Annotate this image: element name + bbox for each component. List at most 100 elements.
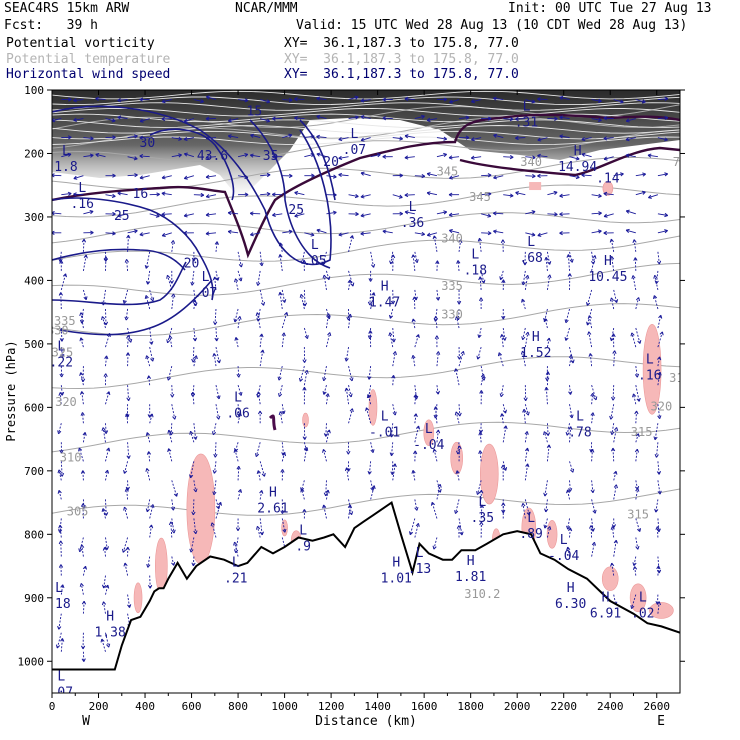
wind-vector [146, 499, 151, 512]
wind-vector-head [259, 333, 264, 338]
wind-vector-head [257, 410, 263, 415]
wind-vector [610, 327, 615, 341]
wind-vector-head [415, 425, 421, 430]
wind-vector [525, 175, 536, 177]
wind-vector [525, 99, 536, 103]
wind-vector [455, 368, 460, 386]
pv-blob [601, 566, 619, 592]
wind-vector [348, 96, 359, 100]
wind-vector-head [657, 490, 662, 495]
wind-vector [256, 526, 261, 538]
wind-vector [631, 332, 637, 348]
wind-vector-head [156, 192, 160, 197]
wind-vector [105, 194, 116, 197]
wind-vector [304, 153, 315, 158]
wind-vector-head [478, 276, 483, 281]
wind-vector [657, 356, 661, 367]
wind-vector-head [249, 153, 254, 158]
wind-vector-head [635, 297, 641, 301]
wind-vector [479, 276, 482, 290]
wind-vector-head [90, 230, 94, 235]
wind-vector-head [634, 448, 640, 453]
extremum-value: 2.61 [257, 502, 288, 517]
field-name-wind: Horizontal wind speed [6, 67, 171, 82]
wind-vector-head [653, 436, 658, 441]
wind-vector [80, 312, 84, 329]
wind-vector-head [391, 374, 396, 379]
wind-vector-head [658, 314, 663, 319]
wind-vector [524, 275, 529, 291]
wind-vector-head [632, 566, 638, 570]
wind-vector [613, 540, 617, 557]
wind-vector [105, 470, 108, 481]
wind-vector-head [238, 263, 243, 268]
wind-vector-head [60, 353, 65, 358]
wind-vector-head [266, 118, 271, 123]
wind-vector-head [598, 211, 602, 216]
wind-vector-head [126, 234, 131, 239]
wind-vector-head [244, 152, 249, 158]
wind-vector-head [104, 512, 109, 516]
pv-blob [281, 519, 288, 537]
extremum-marker: H [106, 609, 114, 624]
wind-vector-head [298, 377, 304, 382]
wind-vector-head [233, 449, 238, 453]
wind-vector [146, 355, 151, 367]
wind-vector-head [189, 430, 194, 435]
wind-vector-head [647, 194, 652, 199]
x-tick-label: 1800 [457, 700, 484, 713]
wind-vector-head [233, 541, 238, 546]
wind-vector-head [58, 524, 63, 529]
wind-vector-head [102, 547, 107, 551]
wind-vector-head [613, 539, 618, 544]
wind-vector [480, 504, 483, 519]
wind-vector [569, 404, 573, 419]
wind-vector [626, 210, 636, 215]
wind-vector-head [67, 135, 72, 140]
wind-vector [478, 327, 482, 338]
pv-blob [450, 441, 464, 475]
wind-vector-head [106, 447, 111, 452]
wind-vector [127, 174, 138, 177]
wind-vector-head [146, 563, 151, 568]
wind-vector [145, 251, 151, 269]
wind-vector [634, 566, 637, 576]
wind-vector [655, 499, 659, 513]
wind-vector-head [112, 135, 116, 140]
theta-contour [52, 184, 680, 218]
wind-vector-head [281, 452, 287, 457]
wind-vector [60, 385, 63, 396]
wind-vector-head [103, 256, 108, 261]
wind-vector-head [509, 193, 514, 198]
extremum-value: 10.45 [588, 270, 627, 285]
wind-vector-head [144, 264, 149, 269]
wind-vector-head [664, 172, 669, 177]
wind-vector [458, 351, 464, 367]
wind-vector [105, 447, 110, 462]
wind-vector [213, 353, 217, 367]
wind-vector [237, 489, 242, 500]
wind-vector [102, 289, 106, 306]
wind-vector-head [610, 447, 616, 452]
wind-vector-head [404, 210, 409, 215]
wind-vector [655, 270, 659, 284]
wind-vector-head [217, 501, 222, 506]
wind-vector-head [259, 490, 264, 494]
wind-vector [544, 480, 548, 497]
wind-vector-head [636, 528, 642, 532]
field-name-pv: Potential vorticity [6, 36, 155, 51]
wind-vector [193, 355, 197, 367]
wind-vector-head [449, 99, 454, 104]
wind-vector-head [80, 544, 85, 549]
wind-vector-head [476, 491, 481, 495]
wind-vector-head [522, 261, 528, 266]
wind-vector-head [126, 335, 131, 339]
wind-vector-head [537, 232, 542, 237]
wind-vector [436, 153, 447, 158]
wind-vector-head [531, 155, 536, 160]
wind-vector-head [553, 190, 558, 195]
wind-vector [537, 98, 548, 100]
wind-vector [613, 99, 624, 103]
wind-vector [569, 175, 580, 178]
wind-vector-head [128, 338, 133, 343]
